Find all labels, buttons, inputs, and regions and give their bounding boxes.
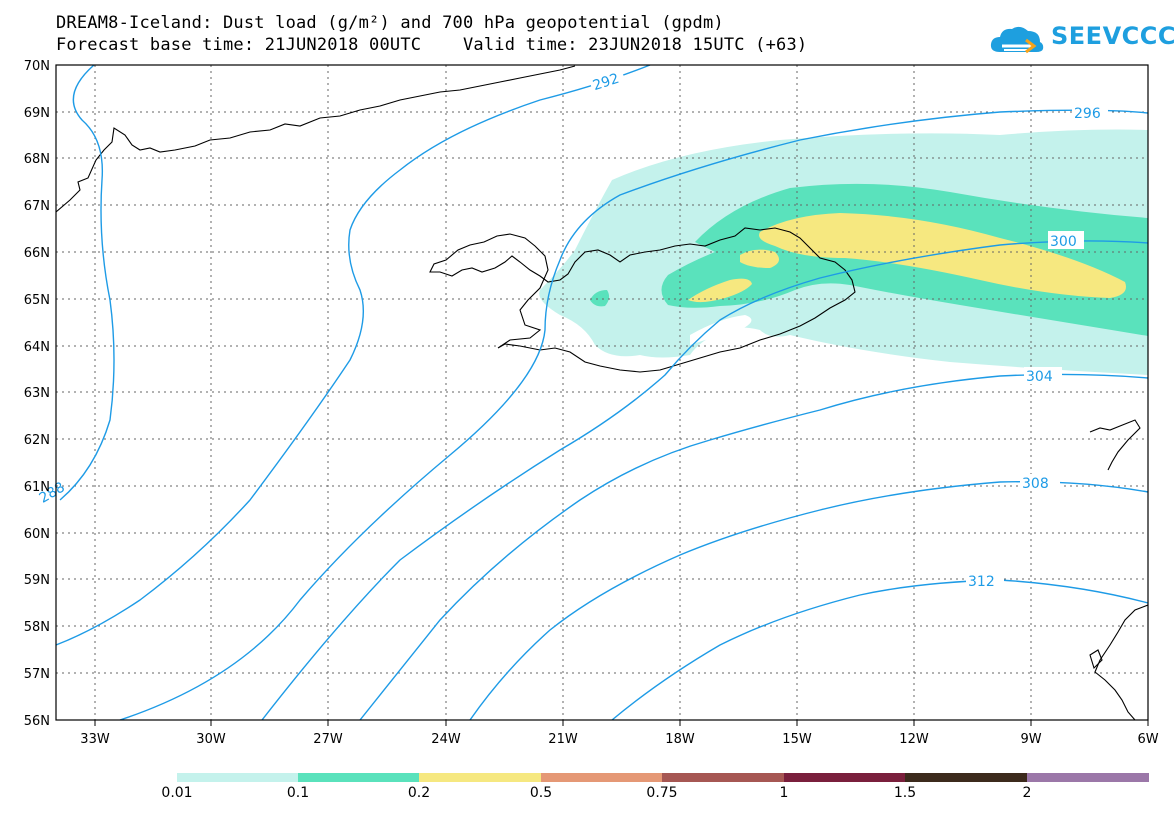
lon-label: 18W (665, 732, 695, 747)
cloud-logo-icon (990, 26, 1044, 54)
lat-label: 59N (24, 573, 50, 588)
longitude-labels: 33W 30W 27W 24W 21W 18W 15W 12W 9W 6W (80, 732, 1158, 747)
colorbar-swatch (662, 773, 784, 782)
contour-304 (359, 373, 1148, 720)
lat-label: 64N (24, 340, 50, 355)
faroe-coast (1089, 419, 1141, 471)
lon-label: 24W (431, 732, 461, 747)
lon-label: 33W (80, 732, 110, 747)
plot-frame (55, 64, 1149, 721)
iceland-coast (429, 227, 856, 373)
lon-label: 27W (313, 732, 343, 747)
colorbar-swatch (1027, 773, 1149, 782)
lat-label: 61N (24, 480, 50, 495)
colorbar-swatch (541, 773, 662, 782)
lat-label: 70N (24, 59, 50, 74)
colorbar-label: 1 (779, 785, 789, 801)
lat-label: 57N (24, 667, 50, 682)
contour-300 (261, 240, 1148, 720)
geopotential-contours (56, 65, 1148, 720)
lon-label: 12W (899, 732, 929, 747)
lat-label: 69N (24, 106, 50, 121)
colorbar-swatch (784, 773, 905, 782)
map-title: DREAM8-Iceland: Dust load (g/m²) and 700… (56, 13, 724, 33)
lon-label: 6W (1137, 732, 1158, 747)
contour-312 (611, 579, 1148, 720)
lat-label: 62N (24, 433, 50, 448)
coastlines (56, 65, 1148, 720)
contour-288 (59, 65, 115, 501)
greenland-coast (56, 65, 576, 213)
map-subtitle: Forecast base time: 21JUN2018 00UTC Vali… (56, 35, 808, 55)
colorbar-label: 0.2 (407, 785, 431, 801)
contour-label-308: 308 (1022, 476, 1049, 492)
contour-label-292: 292 (591, 71, 621, 94)
lat-label: 60N (24, 527, 50, 542)
lat-label: 65N (24, 293, 50, 308)
contour-label-300: 300 (1050, 234, 1077, 250)
lat-label: 56N (24, 714, 50, 729)
lat-label: 58N (24, 620, 50, 635)
lat-label: 63N (24, 386, 50, 401)
contour-296 (119, 109, 1148, 720)
colorbar-swatch (298, 773, 419, 782)
colorbar-swatch (177, 773, 298, 782)
lon-label: 9W (1020, 732, 1041, 747)
lon-label: 21W (548, 732, 578, 747)
contour-292 (56, 65, 651, 646)
colorbar-label: 0.01 (161, 785, 193, 801)
dust-band-0.2 (759, 213, 1126, 298)
colorbar-label: 1.5 (893, 785, 917, 801)
lon-label: 15W (782, 732, 812, 747)
contour-308 (469, 481, 1148, 720)
scotland-coast (1094, 604, 1148, 720)
colorbar-label: 0.75 (646, 785, 678, 801)
colorbar-label: 0.5 (529, 785, 553, 801)
lat-label: 67N (24, 199, 50, 214)
lat-label: 68N (24, 152, 50, 167)
contour-label-304: 304 (1026, 369, 1053, 385)
colorbar-label: 2 (1022, 785, 1032, 801)
contour-label-312: 312 (968, 574, 995, 590)
colorbar-swatch (905, 773, 1027, 782)
latitude-labels: 70N 69N 68N 67N 66N 65N 64N 63N 62N 61N … (24, 59, 50, 729)
colorbar-label: 0.1 (286, 785, 310, 801)
lat-label: 66N (24, 246, 50, 261)
contour-label-296: 296 (1074, 106, 1101, 122)
logo-text: SEEVCCC (1051, 22, 1175, 50)
colorbar-swatch (419, 773, 541, 782)
lon-label: 30W (196, 732, 226, 747)
